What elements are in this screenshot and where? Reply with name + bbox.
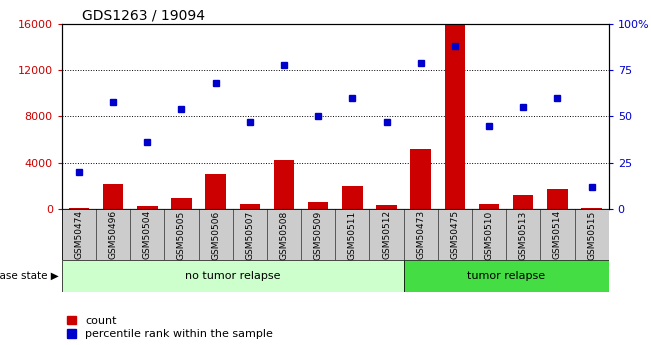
Text: GSM50504: GSM50504: [143, 210, 152, 259]
Bar: [479, 204, 499, 209]
Text: GSM50496: GSM50496: [109, 210, 118, 259]
Bar: [342, 186, 363, 209]
Bar: [206, 174, 226, 209]
Text: GSM50473: GSM50473: [416, 210, 425, 259]
Text: GSM50515: GSM50515: [587, 210, 596, 259]
Bar: [411, 149, 431, 209]
Bar: [240, 204, 260, 209]
Bar: [69, 208, 89, 209]
Text: GSM50508: GSM50508: [279, 210, 288, 259]
Text: GSM50514: GSM50514: [553, 210, 562, 259]
Text: GSM50475: GSM50475: [450, 210, 460, 259]
Text: GSM50510: GSM50510: [484, 210, 493, 259]
Bar: [308, 202, 328, 209]
Text: GSM50474: GSM50474: [74, 210, 83, 259]
Bar: [376, 205, 396, 209]
Text: GSM50513: GSM50513: [519, 210, 528, 259]
Bar: [171, 198, 192, 209]
Text: no tumor relapse: no tumor relapse: [185, 271, 281, 281]
Bar: [581, 208, 602, 209]
Text: disease state ▶: disease state ▶: [0, 271, 59, 281]
Text: GSM50509: GSM50509: [314, 210, 323, 259]
Text: GSM50512: GSM50512: [382, 210, 391, 259]
Bar: [62, 260, 404, 292]
Text: tumor relapse: tumor relapse: [467, 271, 546, 281]
Text: GSM50505: GSM50505: [177, 210, 186, 259]
Text: GDS1263 / 19094: GDS1263 / 19094: [82, 9, 204, 23]
Text: GSM50506: GSM50506: [211, 210, 220, 259]
Text: GSM50511: GSM50511: [348, 210, 357, 259]
Text: GSM50507: GSM50507: [245, 210, 255, 259]
Bar: [513, 195, 534, 209]
Bar: [547, 189, 568, 209]
Legend: count, percentile rank within the sample: count, percentile rank within the sample: [68, 316, 273, 339]
Bar: [103, 185, 124, 209]
Bar: [404, 260, 609, 292]
Bar: [445, 24, 465, 209]
Bar: [273, 160, 294, 209]
Bar: [137, 206, 158, 209]
